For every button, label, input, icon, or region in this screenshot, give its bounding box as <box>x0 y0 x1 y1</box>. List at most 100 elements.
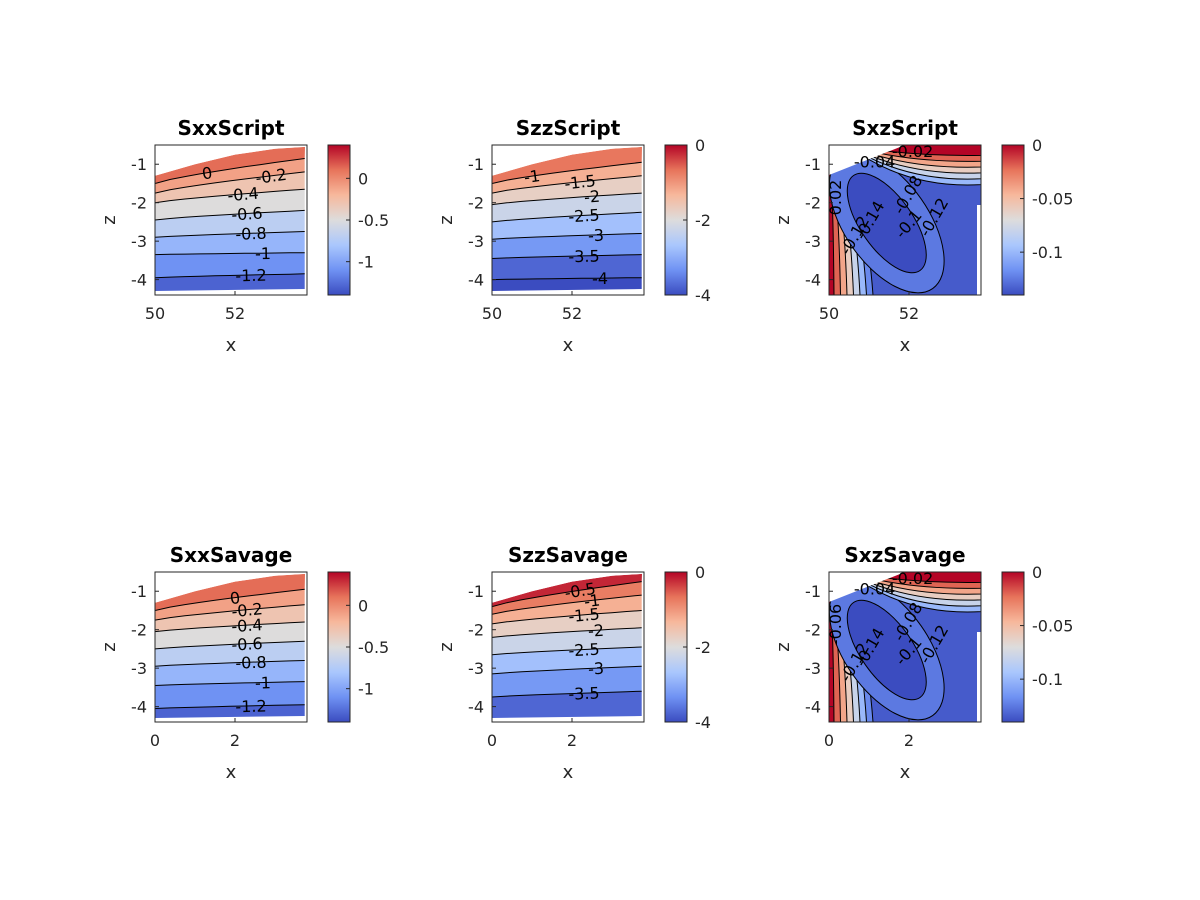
contour-label: -0.8 <box>235 653 267 673</box>
contour-line <box>155 231 305 238</box>
y-tick-label: -3 <box>131 659 147 678</box>
contour-label: -0.6 <box>231 634 263 655</box>
y-tick-label: -4 <box>131 698 147 717</box>
contour-band <box>492 254 642 280</box>
x-axis-label: x <box>563 762 574 783</box>
contour-band <box>492 193 642 222</box>
contour-band <box>492 610 642 638</box>
contour-label: -2.5 <box>568 205 600 226</box>
x-tick-label: 50 <box>819 304 839 323</box>
contour-line <box>492 161 642 184</box>
contour-line <box>492 690 642 698</box>
x-axis-label: x <box>226 335 237 356</box>
contour-label: -1 <box>583 590 601 611</box>
contour-line <box>492 175 642 194</box>
colorbar: 0 -0.05 -0.1 <box>1001 136 1073 296</box>
y-tick-label: -4 <box>468 698 484 717</box>
contour-band <box>155 231 305 255</box>
colorbar-tick-label: -0.05 <box>1032 190 1073 209</box>
contour-label: -0.8 <box>235 224 267 244</box>
contour-band <box>155 158 305 194</box>
contour-band <box>492 175 642 205</box>
contour-label: -1.5 <box>563 171 596 193</box>
colorbar-tick-label: 0 <box>358 596 368 615</box>
y-tick-label: -3 <box>468 659 484 678</box>
subplot-title: SxxScript <box>177 116 285 140</box>
colorbar-tick-label: 0 <box>695 563 705 582</box>
contour-label: -3.5 <box>568 683 600 703</box>
y-axis-label: z <box>99 215 120 224</box>
colorbar-tick-label: -4 <box>695 713 711 732</box>
colorbar: 0 -0.05 -0.1 <box>1001 563 1073 723</box>
contour-label: -1 <box>523 166 541 187</box>
subplot-sxxsavage: 0-0.2-0.4-0.6-0.8-1-1.2SxxSavage-1-2-3-4… <box>99 543 389 783</box>
contour-line <box>155 704 305 709</box>
y-tick-label: -4 <box>805 271 821 290</box>
contour-band <box>492 146 642 184</box>
subplot-sxxscript: 0 -0.2-0.4-0.6-0.8-1-1.2SxxScript-1-2-3-4… <box>99 116 389 356</box>
x-tick-label: 50 <box>482 304 502 323</box>
contour-line <box>846 599 927 701</box>
y-tick-label: -3 <box>131 232 147 251</box>
contour-band <box>155 660 305 686</box>
x-axis-label: x <box>900 762 911 783</box>
y-axis-label: z <box>99 642 120 651</box>
contour-label: -3.5 <box>568 246 600 266</box>
contour-field <box>829 145 981 295</box>
subplot-szzsavage: -0.5-1-1.5-2-2.5-3-3.5SzzSavage-1-2-3-40… <box>436 543 711 783</box>
axes-box <box>154 571 308 723</box>
contour-band <box>155 573 305 611</box>
contour-label: -2 <box>587 621 604 641</box>
contour-label: -3 <box>588 659 605 679</box>
contour-band <box>155 146 305 184</box>
subplot-title: SzzSavage <box>508 543 628 567</box>
contour-label: -2 <box>583 187 600 207</box>
y-tick-label: -2 <box>805 194 821 213</box>
colorbar-tick-label: 0 <box>695 136 705 155</box>
contour-line <box>492 627 642 638</box>
contour-field <box>155 572 307 722</box>
contour-line <box>492 646 642 656</box>
y-tick-label: -3 <box>468 232 484 251</box>
subplot-title: SzzScript <box>516 116 621 140</box>
contour-label: -0.6 <box>231 204 263 225</box>
contour-line <box>155 640 305 650</box>
y-tick-label: -4 <box>131 271 147 290</box>
y-tick-label: -2 <box>468 621 484 640</box>
x-tick-label: 0 <box>824 731 834 750</box>
colorbar-tick-label: -4 <box>695 286 711 305</box>
contour-band <box>492 573 642 607</box>
contour-line <box>492 277 642 281</box>
colorbar-tick-label: -2 <box>695 638 711 657</box>
contour-line <box>492 610 642 625</box>
subplot-sxzsavage: -0.14-0.12 -0.1-0.12-0.08-0.06-0.04-0.02S… <box>773 543 1073 783</box>
contour-line <box>155 273 305 279</box>
axes-box <box>828 144 982 296</box>
contour-band <box>155 641 305 667</box>
x-tick-label: 0 <box>487 731 497 750</box>
contour-field <box>829 572 981 722</box>
x-tick-label: 2 <box>904 731 914 750</box>
contour-line <box>155 604 305 621</box>
contour-line <box>492 594 642 615</box>
axes-box <box>491 144 645 296</box>
contour-line <box>846 172 927 274</box>
y-tick-label: -2 <box>468 194 484 213</box>
y-tick-label: -4 <box>468 271 484 290</box>
contour-line <box>155 588 305 611</box>
contour-label: -0.04 <box>854 580 895 599</box>
colorbar-tick-label: -1 <box>358 680 374 699</box>
contour-line <box>155 681 305 686</box>
contour-field <box>155 145 307 295</box>
contour-band <box>155 171 305 203</box>
contour-line <box>492 254 642 259</box>
subplot-sxzscript: -0.14-0.12 -0.1-0.12-0.080.02-0.04-0.02Sx… <box>773 116 1073 356</box>
subplot-title: SxxSavage <box>170 543 293 567</box>
colorbar: 0 -2 -4 <box>664 563 711 732</box>
contour-band <box>492 666 642 697</box>
contour-band <box>492 691 642 718</box>
y-axis-label: z <box>436 642 457 651</box>
contour-label: -2.5 <box>568 640 600 661</box>
colorbar-tick-label: -1 <box>358 253 374 272</box>
